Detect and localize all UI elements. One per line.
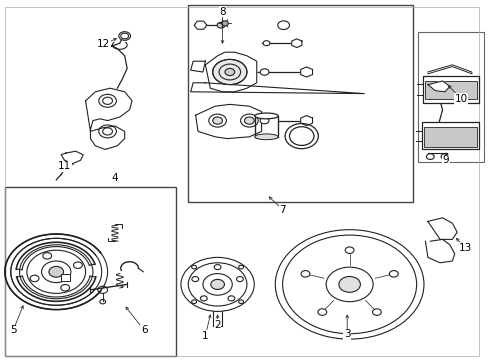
Text: 3: 3 bbox=[343, 329, 350, 339]
Text: 2: 2 bbox=[214, 320, 221, 330]
Polygon shape bbox=[425, 239, 454, 263]
Text: 10: 10 bbox=[454, 94, 467, 104]
Circle shape bbox=[49, 266, 63, 277]
Text: 1: 1 bbox=[202, 330, 208, 341]
Polygon shape bbox=[85, 88, 132, 149]
Bar bbox=[188, 5, 412, 202]
Bar bbox=[254, 116, 278, 137]
Circle shape bbox=[338, 276, 360, 292]
Bar bbox=[254, 116, 278, 137]
Circle shape bbox=[210, 279, 224, 289]
Polygon shape bbox=[61, 151, 83, 164]
Polygon shape bbox=[300, 67, 312, 77]
Text: 11: 11 bbox=[58, 161, 71, 171]
Circle shape bbox=[224, 68, 234, 76]
Polygon shape bbox=[205, 52, 256, 92]
Text: 7: 7 bbox=[279, 204, 285, 215]
Circle shape bbox=[212, 59, 246, 85]
Bar bbox=[423, 127, 476, 147]
Circle shape bbox=[277, 21, 289, 30]
Bar bbox=[417, 32, 483, 162]
Circle shape bbox=[191, 300, 196, 303]
Text: 12: 12 bbox=[97, 39, 110, 49]
Circle shape bbox=[439, 78, 447, 84]
Polygon shape bbox=[427, 81, 449, 92]
Bar bbox=[61, 274, 70, 281]
Ellipse shape bbox=[254, 113, 278, 119]
Polygon shape bbox=[427, 65, 471, 74]
Circle shape bbox=[238, 265, 243, 269]
Bar bbox=[422, 76, 478, 103]
Circle shape bbox=[244, 117, 254, 124]
Circle shape bbox=[191, 265, 196, 269]
Circle shape bbox=[238, 300, 243, 303]
Polygon shape bbox=[427, 218, 456, 239]
Polygon shape bbox=[190, 61, 205, 72]
Text: 8: 8 bbox=[219, 6, 225, 17]
Bar bbox=[425, 81, 476, 99]
Circle shape bbox=[260, 69, 268, 75]
Polygon shape bbox=[300, 116, 312, 126]
Circle shape bbox=[260, 117, 268, 124]
Text: 5: 5 bbox=[10, 325, 17, 335]
Circle shape bbox=[221, 21, 228, 26]
Text: 13: 13 bbox=[458, 243, 471, 253]
Polygon shape bbox=[291, 39, 301, 48]
Text: 6: 6 bbox=[141, 325, 147, 336]
Circle shape bbox=[212, 117, 222, 124]
Polygon shape bbox=[194, 21, 206, 29]
Bar bbox=[5, 187, 176, 356]
Polygon shape bbox=[195, 104, 261, 139]
Bar bbox=[421, 122, 478, 149]
Circle shape bbox=[217, 22, 224, 28]
Text: 9: 9 bbox=[442, 155, 448, 165]
Text: 4: 4 bbox=[111, 173, 118, 183]
Ellipse shape bbox=[254, 134, 278, 140]
Circle shape bbox=[263, 41, 269, 46]
Circle shape bbox=[119, 32, 130, 40]
Polygon shape bbox=[190, 83, 205, 94]
